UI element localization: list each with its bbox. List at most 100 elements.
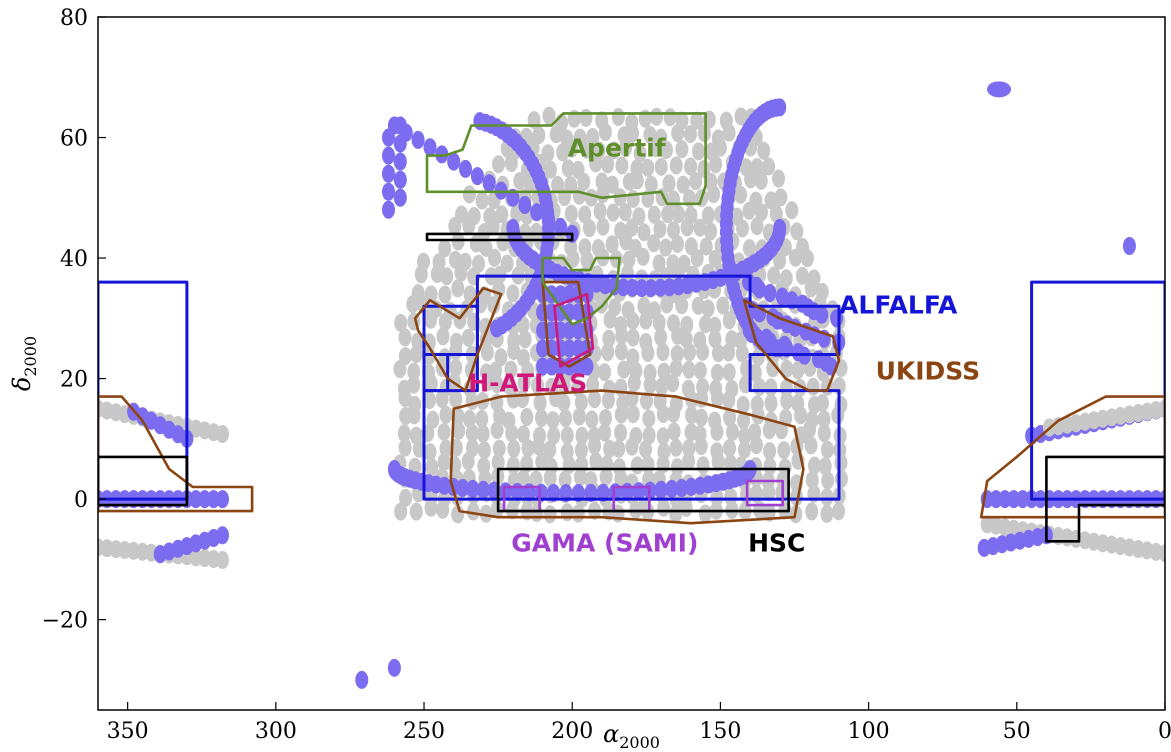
grey-point xyxy=(543,505,557,524)
grey-point xyxy=(424,285,438,304)
grey-point xyxy=(607,141,621,160)
grey-point xyxy=(477,457,491,476)
grey-point xyxy=(425,458,439,477)
purple-point xyxy=(635,279,649,298)
grey-point xyxy=(407,362,421,381)
purple-point xyxy=(153,545,167,564)
grey-point xyxy=(598,423,612,442)
purple-point xyxy=(506,218,520,237)
grey-point xyxy=(691,296,705,315)
purple-point xyxy=(1016,490,1030,509)
grey-point xyxy=(750,158,764,176)
grey-point xyxy=(693,331,707,350)
grey-point xyxy=(452,421,466,440)
grey-point xyxy=(647,205,661,224)
grey-point xyxy=(643,125,657,144)
grey-point xyxy=(423,443,437,462)
grey-point xyxy=(542,106,556,125)
purple-point xyxy=(571,484,585,502)
grey-point xyxy=(564,204,578,223)
survey-label-alfalfa: ALFALFA xyxy=(839,290,958,319)
grey-point xyxy=(652,254,666,273)
grey-point xyxy=(704,222,718,241)
purple-point xyxy=(499,482,513,501)
grey-point xyxy=(630,159,644,178)
purple-point xyxy=(684,477,698,496)
grey-point xyxy=(397,379,411,398)
region-ukidss xyxy=(541,280,592,368)
grey-point xyxy=(626,405,640,424)
grey-point xyxy=(560,426,574,445)
grey-point xyxy=(832,502,846,521)
purple-point xyxy=(216,490,229,509)
grey-point xyxy=(535,452,549,471)
grey-point xyxy=(641,158,655,177)
grey-point xyxy=(666,374,680,393)
grey-point xyxy=(669,395,683,414)
grey-point xyxy=(544,160,557,179)
purple-point xyxy=(553,303,567,322)
grey-point xyxy=(750,395,764,414)
grey-point xyxy=(749,191,763,210)
grey-point xyxy=(625,113,639,132)
y-tick-label: 20 xyxy=(60,368,88,393)
purple-point xyxy=(490,319,504,338)
grey-point xyxy=(394,313,408,332)
x-tick-label: 250 xyxy=(403,719,445,744)
grey-point xyxy=(701,206,715,225)
grey-point xyxy=(639,333,653,351)
grey-point xyxy=(742,239,756,258)
purple-point xyxy=(447,152,461,171)
grey-point xyxy=(493,407,507,426)
x-axis-label: α2000 xyxy=(603,720,660,752)
grey-point xyxy=(451,505,465,524)
purple-point xyxy=(542,210,555,229)
grey-point xyxy=(504,360,518,379)
grey-point xyxy=(709,379,723,398)
grey-point xyxy=(574,393,588,412)
grey-point xyxy=(738,427,752,446)
grey-point xyxy=(529,222,543,241)
grey-point xyxy=(617,360,631,379)
purple-point xyxy=(536,357,550,376)
grey-point xyxy=(708,411,722,430)
grey-point xyxy=(584,471,598,490)
grey-point xyxy=(694,408,708,427)
y-tick-label: 80 xyxy=(60,6,88,31)
grey-point xyxy=(808,456,821,475)
grey-point xyxy=(669,156,683,175)
grey-point xyxy=(677,254,691,273)
grey-point xyxy=(696,456,710,475)
grey-point xyxy=(535,409,548,427)
grey-point xyxy=(613,188,627,207)
grey-point xyxy=(708,249,722,268)
region-alfalfa xyxy=(98,280,189,501)
grey-point xyxy=(834,469,848,488)
grey-point xyxy=(398,328,412,347)
grey-point xyxy=(660,295,674,314)
purple-point xyxy=(382,164,395,183)
grey-point xyxy=(588,390,601,409)
grey-point xyxy=(601,155,615,174)
grey-point xyxy=(592,141,606,160)
purple-point xyxy=(393,134,407,153)
grey-point xyxy=(520,408,534,426)
purple-point xyxy=(518,196,532,214)
grey-point xyxy=(680,315,694,334)
grey-point xyxy=(626,348,640,367)
grey-point xyxy=(795,266,809,285)
grey-point xyxy=(571,160,585,179)
grey-point xyxy=(818,457,832,476)
grey-point xyxy=(696,378,710,396)
purple-point xyxy=(665,479,679,498)
grey-point xyxy=(531,376,544,395)
grey-point xyxy=(612,458,626,477)
grey-point xyxy=(518,330,532,349)
grey-point xyxy=(805,411,819,429)
grey-point xyxy=(774,188,788,207)
x-tick-label: 200 xyxy=(551,719,593,744)
grey-point xyxy=(455,205,468,224)
grey-point xyxy=(791,394,805,413)
grey-point xyxy=(398,438,412,457)
grey-point xyxy=(451,279,465,298)
